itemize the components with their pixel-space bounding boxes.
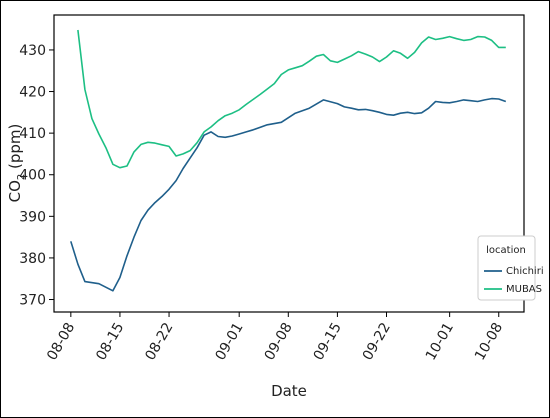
x-tick-label: 08-08 bbox=[44, 320, 78, 363]
legend-label-mubas: MUBAS bbox=[506, 284, 542, 295]
legend-label-chichiri: Chichiri bbox=[506, 266, 544, 277]
legend: location Chichiri MUBAS bbox=[477, 235, 544, 301]
series-line-mubas bbox=[77, 29, 506, 169]
y-tick-label: 390 bbox=[19, 209, 46, 225]
y-tick-label: 420 bbox=[19, 85, 46, 101]
y-tick-label: 370 bbox=[19, 293, 46, 309]
legend-title: location bbox=[486, 245, 526, 256]
y-axis-label: CO2 (ppm) bbox=[6, 124, 27, 203]
x-tick-label: 08-22 bbox=[142, 320, 176, 363]
y-tick-label: 380 bbox=[19, 251, 46, 267]
y-tick-label: 400 bbox=[19, 168, 46, 184]
y-axis: 370 380 390 400 410 420 430 bbox=[19, 43, 54, 309]
x-axis-label: Date bbox=[271, 382, 307, 400]
x-tick-label: 09-01 bbox=[212, 320, 246, 363]
x-tick-label: 10-08 bbox=[472, 320, 506, 363]
series-lines bbox=[70, 29, 507, 292]
x-tick-label: 10-01 bbox=[423, 320, 457, 363]
x-tick-label: 09-08 bbox=[262, 320, 296, 363]
x-tick-label: 09-15 bbox=[311, 320, 345, 363]
x-tick-label: 08-15 bbox=[93, 320, 127, 363]
series-line-chichiri bbox=[70, 97, 507, 292]
x-axis: 08-08 08-15 08-22 09-01 09-08 09-15 09-22 10-01… bbox=[44, 312, 506, 363]
y-tick-label: 410 bbox=[19, 126, 46, 142]
y-tick-label: 430 bbox=[19, 43, 46, 59]
legend-box bbox=[477, 235, 536, 301]
x-tick-label: 09-22 bbox=[360, 320, 394, 363]
plot-area bbox=[53, 14, 525, 313]
